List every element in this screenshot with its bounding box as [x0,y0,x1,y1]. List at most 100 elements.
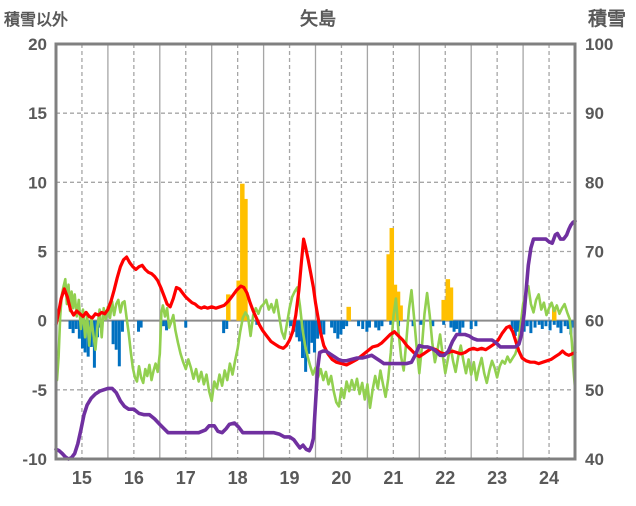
blue-bar [297,320,301,342]
blue-bar [510,320,514,329]
x-tick-label: 17 [176,468,196,488]
orange-bar [441,299,446,321]
orange-bar [243,198,248,321]
blue-bar [374,320,378,328]
blue-bar [365,320,369,332]
blue-bar [289,320,293,327]
blue-bar [68,320,72,329]
blue-bar [339,320,343,335]
blue-bar [357,320,361,327]
blue-bar [77,320,81,339]
blue-bar [461,320,465,328]
orange-bar [395,291,401,321]
orange-bar [389,227,395,321]
y-left-tick-label: 10 [28,173,47,192]
blue-bar [161,320,165,327]
blue-bar [516,320,520,332]
blue-bar [330,320,334,328]
y-right-tick-label: 90 [585,104,604,123]
blue-bar [120,320,124,332]
blue-bar [80,320,84,349]
orange-bar [386,254,391,321]
series-purple-snow-line [54,219,577,461]
orange-bar [226,294,231,321]
blue-bar [71,320,75,334]
y-left-tick-label: 5 [38,243,47,262]
blue-bar [301,320,305,359]
x-tick-label: 20 [331,468,351,488]
blue-bar [322,320,326,335]
x-tick-label: 24 [539,468,559,488]
orange-bar [551,306,557,321]
y-left-tick-label: 0 [38,312,47,331]
blue-bar [529,320,533,334]
blue-bar [540,320,544,329]
blue-bar [431,320,435,327]
y-left-tick-label: 15 [28,104,47,123]
x-tick-label: 21 [383,468,403,488]
blue-bar [165,320,169,331]
x-tick-label: 22 [435,468,455,488]
blue-bar [455,320,459,329]
blue-bar [367,320,371,328]
blue-bar [513,320,517,336]
blue-bar [469,320,473,329]
blue-bar [566,320,570,329]
orange-bar [236,280,241,321]
orange-bar [346,306,351,321]
blue-bar [548,320,552,331]
blue-bar [139,320,143,328]
x-tick-label: 16 [124,468,144,488]
blue-bar [333,320,337,334]
blue-bar [380,320,384,327]
blue-bar [537,320,541,325]
blue-bar [525,320,529,327]
series-red-line [54,237,577,367]
chart-title: 矢島 [300,9,336,29]
y-left-tick-label: -10 [22,450,47,469]
blue-bar [111,320,115,345]
y-left-tick-label: -5 [32,381,47,400]
blue-bar [452,320,456,332]
orange-bar [240,183,245,321]
y-left-tick-label: 20 [28,35,47,54]
left-axis-title: 積雪以外 [4,12,69,29]
blue-bar [312,320,316,353]
blue-bar [474,320,478,327]
blue-bar [295,320,299,338]
blue-bar [552,320,556,325]
blue-bar [307,320,311,354]
y-right-tick-label: 60 [585,312,604,331]
blue-bar [74,320,78,329]
plot-border [54,42,577,461]
blue-bar [411,320,415,327]
blue-bar [556,320,560,328]
blue-bar [137,320,141,332]
blue-bar [336,320,340,339]
x-tick-label: 18 [228,468,248,488]
blue-bar [559,320,563,334]
blue-bar [345,320,349,327]
blue-bar [389,320,393,325]
x-tick-label: 19 [280,468,300,488]
blue-bar [377,320,381,331]
blue-bar [342,320,346,329]
y-right-tick-label: 40 [585,450,604,469]
orange-bar [445,279,451,321]
blue-bar [458,320,462,334]
blue-bar [316,320,320,339]
blue-bar [310,320,314,343]
blue-bar [222,320,226,334]
blue-bar [544,320,548,327]
y-right-tick-label: 50 [585,381,604,400]
blue-bar [419,320,423,325]
blue-bar [225,320,229,329]
y-right-tick-label: 70 [585,243,604,262]
y-right-tick-label: 80 [585,173,604,192]
blue-bar [361,320,365,329]
x-tick-label: 23 [487,468,507,488]
orange-bar [398,305,403,321]
blue-bar [533,320,537,328]
